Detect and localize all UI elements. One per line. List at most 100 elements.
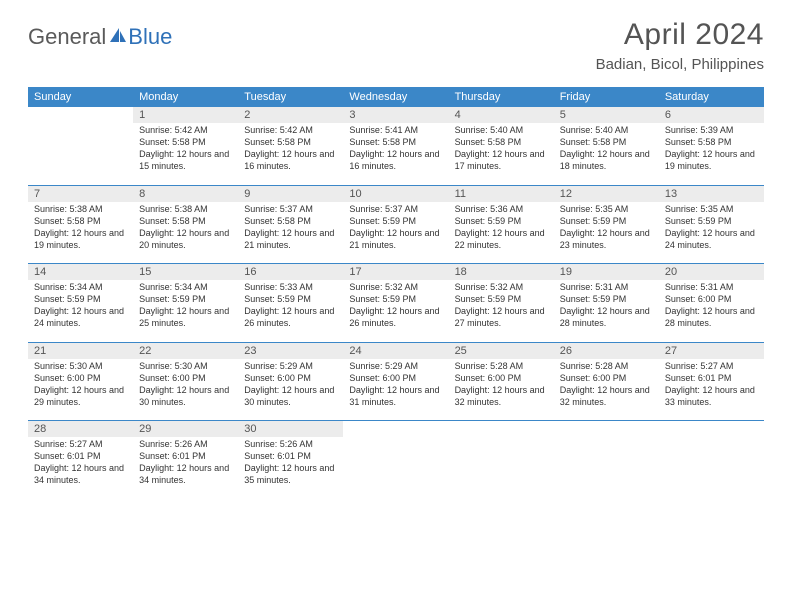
date-cell: 11 xyxy=(449,186,554,202)
day-content: Sunrise: 5:37 AMSunset: 5:59 PMDaylight:… xyxy=(343,202,448,264)
date-cell: 30 xyxy=(238,421,343,437)
sunset: Sunset: 5:59 PM xyxy=(455,216,522,226)
daylight: Daylight: 12 hours and 26 minutes. xyxy=(244,306,334,328)
daylight: Daylight: 12 hours and 28 minutes. xyxy=(560,306,650,328)
daylight: Daylight: 12 hours and 19 minutes. xyxy=(665,149,755,171)
daylight: Daylight: 12 hours and 23 minutes. xyxy=(560,228,650,250)
sunrise: Sunrise: 5:30 AM xyxy=(139,361,208,371)
content-row: Sunrise: 5:27 AMSunset: 6:01 PMDaylight:… xyxy=(28,437,764,499)
daylight: Daylight: 12 hours and 31 minutes. xyxy=(349,385,439,407)
daylight: Daylight: 12 hours and 21 minutes. xyxy=(244,228,334,250)
date-row: 21 22 23 24 25 26 27 xyxy=(28,343,764,359)
content-row: Sunrise: 5:38 AMSunset: 5:58 PMDaylight:… xyxy=(28,202,764,264)
date-cell: 15 xyxy=(133,264,238,280)
date-cell: 23 xyxy=(238,343,343,359)
day-content: Sunrise: 5:29 AM Sunset: 6:00 PM Daylight:… xyxy=(343,359,448,421)
sunset: Sunset: 6:00 PM xyxy=(34,373,101,383)
sunset: Sunset: 5:58 PM xyxy=(244,137,311,147)
day-header: Thursday xyxy=(449,87,554,107)
daylight: Daylight: 12 hours and 17 minutes. xyxy=(455,149,545,171)
sunset: Sunset: 6:01 PM xyxy=(139,451,206,461)
sunset: Sunset: 5:58 PM xyxy=(349,137,416,147)
day-content: Sunrise: 5:38 AMSunset: 5:58 PMDaylight:… xyxy=(133,202,238,264)
daylight: Daylight: 12 hours and 24 minutes. xyxy=(34,306,124,328)
day-content xyxy=(449,437,554,499)
sunset: Sunset: 5:59 PM xyxy=(560,294,627,304)
sunset: Sunset: 5:58 PM xyxy=(139,216,206,226)
date-cell xyxy=(659,421,764,437)
sunset: Sunset: 5:59 PM xyxy=(455,294,522,304)
sunrise: Sunrise: 5:37 AM xyxy=(349,204,418,214)
date-cell: 28 xyxy=(28,421,133,437)
date-cell: 26 xyxy=(554,343,659,359)
sunset: Sunset: 6:00 PM xyxy=(349,373,416,383)
date-cell: 27 xyxy=(659,343,764,359)
sunrise: Sunrise: 5:40 AM xyxy=(455,125,524,135)
daylight: Daylight: 12 hours and 16 minutes. xyxy=(349,149,439,171)
daylight: Daylight: 12 hours and 15 minutes. xyxy=(139,149,229,171)
day-content: Sunrise: 5:26 AMSunset: 6:01 PMDaylight:… xyxy=(238,437,343,499)
sunset: Sunset: 5:59 PM xyxy=(34,294,101,304)
daylight: Daylight: 12 hours and 30 minutes. xyxy=(139,385,229,407)
date-cell: 13 xyxy=(659,186,764,202)
sunset: Sunset: 6:01 PM xyxy=(665,373,732,383)
date-cell xyxy=(28,107,133,123)
date-cell: 29 xyxy=(133,421,238,437)
day-content: Sunrise: 5:26 AMSunset: 6:01 PMDaylight:… xyxy=(133,437,238,499)
daylight: Daylight: 12 hours and 20 minutes. xyxy=(139,228,229,250)
sunset: Sunset: 6:01 PM xyxy=(34,451,101,461)
sunset: Sunset: 5:59 PM xyxy=(244,294,311,304)
day-header: Sunday xyxy=(28,87,133,107)
day-content: Sunrise: 5:32 AMSunset: 5:59 PMDaylight:… xyxy=(343,280,448,342)
sunrise: Sunrise: 5:39 AM xyxy=(665,125,734,135)
sunrise: Sunrise: 5:29 AM xyxy=(349,361,418,371)
day-content: Sunrise: 5:42 AMSunset: 5:58 PMDaylight:… xyxy=(133,123,238,185)
sunset: Sunset: 5:58 PM xyxy=(560,137,627,147)
day-content: Sunrise: 5:34 AMSunset: 5:59 PMDaylight:… xyxy=(28,280,133,342)
day-content: Sunrise: 5:27 AMSunset: 6:01 PMDaylight:… xyxy=(659,359,764,421)
sunset: Sunset: 6:00 PM xyxy=(560,373,627,383)
daylight: Daylight: 12 hours and 22 minutes. xyxy=(455,228,545,250)
day-content: Sunrise: 5:30 AMSunset: 6:00 PMDaylight:… xyxy=(28,359,133,421)
date-row: 7 8 9 10 11 12 13 xyxy=(28,186,764,202)
day-content: Sunrise: 5:36 AMSunset: 5:59 PMDaylight:… xyxy=(449,202,554,264)
sunset: Sunset: 6:00 PM xyxy=(139,373,206,383)
day-content: Sunrise: 5:30 AM Sunset: 6:00 PM Daylight:… xyxy=(133,359,238,421)
sunset: Sunset: 6:00 PM xyxy=(665,294,732,304)
date-cell: 14 xyxy=(28,264,133,280)
daylight: Daylight: 12 hours and 28 minutes. xyxy=(665,306,755,328)
day-content: Sunrise: 5:39 AMSunset: 5:58 PMDaylight:… xyxy=(659,123,764,185)
date-cell: 25 xyxy=(449,343,554,359)
sunrise: Sunrise: 5:41 AM xyxy=(349,125,418,135)
sunset: Sunset: 6:01 PM xyxy=(244,451,311,461)
title-block: April 2024 Badian, Bicol, Philippines xyxy=(596,18,764,73)
sunset: Sunset: 5:59 PM xyxy=(665,216,732,226)
day-content: Sunrise: 5:28 AMSunset: 6:00 PMDaylight:… xyxy=(449,359,554,421)
date-cell xyxy=(343,421,448,437)
content-row: Sunrise: 5:42 AMSunset: 5:58 PMDaylight:… xyxy=(28,123,764,185)
date-cell: 3 xyxy=(343,107,448,123)
day-content: Sunrise: 5:40 AMSunset: 5:58 PMDaylight:… xyxy=(449,123,554,185)
page-header: General Blue April 2024 Badian, Bicol, P… xyxy=(28,18,764,73)
calendar-page: General Blue April 2024 Badian, Bicol, P… xyxy=(0,0,792,509)
date-cell: 1 xyxy=(133,107,238,123)
daylight: Daylight: 12 hours and 16 minutes. xyxy=(244,149,334,171)
date-cell: 21 xyxy=(28,343,133,359)
sunset: Sunset: 5:59 PM xyxy=(560,216,627,226)
day-content: Sunrise: 5:37 AMSunset: 5:58 PMDaylight:… xyxy=(238,202,343,264)
sunset: Sunset: 5:58 PM xyxy=(34,216,101,226)
sunrise: Sunrise: 5:31 AM xyxy=(665,282,734,292)
day-content xyxy=(659,437,764,499)
sunrise: Sunrise: 5:27 AM xyxy=(665,361,734,371)
daylight: Daylight: 12 hours and 27 minutes. xyxy=(455,306,545,328)
day-content: Sunrise: 5:33 AMSunset: 5:59 PMDaylight:… xyxy=(238,280,343,342)
date-cell: 10 xyxy=(343,186,448,202)
date-cell: 2 xyxy=(238,107,343,123)
daylight: Daylight: 12 hours and 32 minutes. xyxy=(455,385,545,407)
date-row: 1 2 3 4 5 6 xyxy=(28,107,764,123)
day-header: Tuesday xyxy=(238,87,343,107)
sunrise: Sunrise: 5:35 AM xyxy=(560,204,629,214)
sunset: Sunset: 6:00 PM xyxy=(244,373,311,383)
date-cell: 9 xyxy=(238,186,343,202)
sunrise: Sunrise: 5:30 AM xyxy=(34,361,103,371)
